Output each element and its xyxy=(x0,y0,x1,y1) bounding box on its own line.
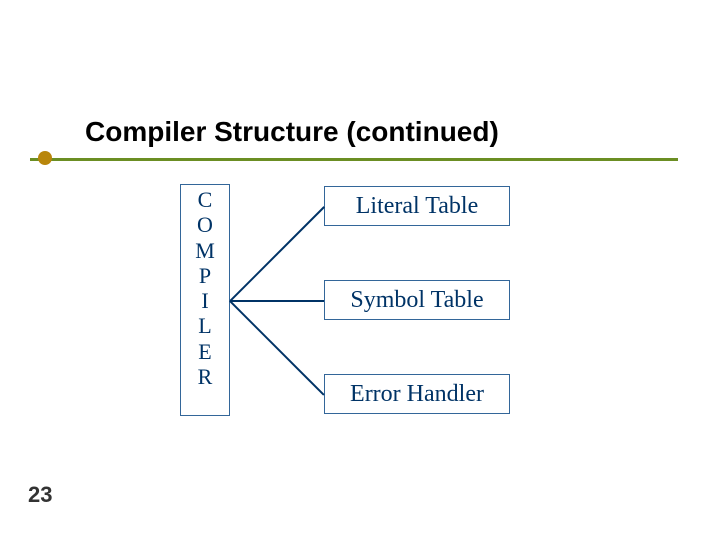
slide: Compiler Structure (continued) COMPILER … xyxy=(0,0,720,540)
connector-1 xyxy=(230,300,324,302)
output-box-0: Literal Table xyxy=(324,186,510,226)
compiler-letter: O xyxy=(181,212,229,237)
connector-2 xyxy=(229,300,324,395)
compiler-box: COMPILER xyxy=(180,184,230,416)
connector-0 xyxy=(229,206,324,301)
compiler-letter: E xyxy=(181,339,229,364)
output-box-1: Symbol Table xyxy=(324,280,510,320)
output-box-label: Error Handler xyxy=(350,381,484,408)
title-underline xyxy=(30,158,678,161)
compiler-letter: P xyxy=(181,263,229,288)
page-number: 23 xyxy=(28,482,52,508)
compiler-letter: R xyxy=(181,364,229,389)
compiler-letter: M xyxy=(181,238,229,263)
output-box-label: Literal Table xyxy=(356,193,478,220)
compiler-letter: L xyxy=(181,313,229,338)
output-box-label: Symbol Table xyxy=(350,287,483,314)
page-title: Compiler Structure (continued) xyxy=(85,116,499,148)
title-bullet xyxy=(38,151,52,165)
output-box-2: Error Handler xyxy=(324,374,510,414)
compiler-letter: C xyxy=(181,187,229,212)
compiler-letter: I xyxy=(181,288,229,313)
